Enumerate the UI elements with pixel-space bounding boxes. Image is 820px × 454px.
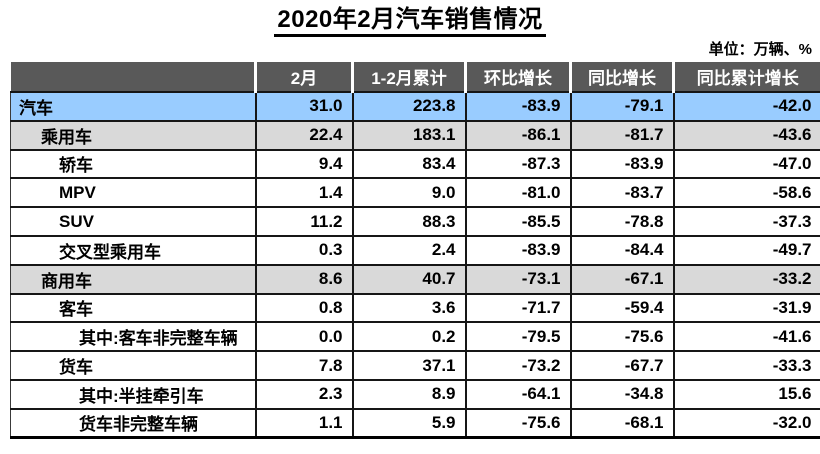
value-cell: -42.0: [674, 92, 820, 121]
value-cell: -83.7: [571, 178, 674, 207]
value-cell: -73.1: [466, 265, 571, 294]
value-cell: -43.6: [674, 121, 820, 150]
value-cell: -41.6: [674, 322, 820, 351]
value-cell: 1.4: [256, 178, 353, 207]
value-cell: 2.3: [256, 380, 353, 409]
row-label: 汽车: [11, 92, 256, 121]
row-label: 商用车: [11, 265, 256, 294]
col-header: 2月: [256, 62, 353, 92]
value-cell: -67.1: [571, 265, 674, 294]
row-label: 客车: [11, 294, 256, 323]
value-cell: 0.0: [256, 322, 353, 351]
row-label: MPV: [11, 178, 256, 207]
col-header: 环比增长: [466, 62, 571, 92]
value-cell: -87.3: [466, 150, 571, 179]
value-cell: 1.1: [256, 409, 353, 438]
value-cell: 223.8: [353, 92, 466, 121]
value-cell: 8.6: [256, 265, 353, 294]
value-cell: -67.7: [571, 351, 674, 380]
row-label: 货车非完整车辆: [11, 409, 256, 438]
col-header: 同比增长: [571, 62, 674, 92]
value-cell: 7.8: [256, 351, 353, 380]
row-label: 交叉型乘用车: [11, 236, 256, 265]
value-cell: -47.0: [674, 150, 820, 179]
value-cell: -64.1: [466, 380, 571, 409]
row-label: 其中:半挂牵引车: [11, 380, 256, 409]
value-cell: -85.5: [466, 207, 571, 236]
row-label: 乘用车: [11, 121, 256, 150]
value-cell: 2.4: [353, 236, 466, 265]
value-cell: -59.4: [571, 294, 674, 323]
value-cell: 83.4: [353, 150, 466, 179]
value-cell: -81.0: [466, 178, 571, 207]
value-cell: -32.0: [674, 409, 820, 438]
value-cell: -49.7: [674, 236, 820, 265]
value-cell: -78.8: [571, 207, 674, 236]
value-cell: 5.9: [353, 409, 466, 438]
value-cell: -33.2: [674, 265, 820, 294]
value-cell: 0.8: [256, 294, 353, 323]
value-cell: 11.2: [256, 207, 353, 236]
value-cell: -75.6: [466, 409, 571, 438]
value-cell: 8.9: [353, 380, 466, 409]
value-cell: -83.9: [571, 150, 674, 179]
value-cell: 40.7: [353, 265, 466, 294]
value-cell: -79.1: [571, 92, 674, 121]
value-cell: -79.5: [466, 322, 571, 351]
value-cell: 37.1: [353, 351, 466, 380]
value-cell: -37.3: [674, 207, 820, 236]
value-cell: -58.6: [674, 178, 820, 207]
value-cell: 0.2: [353, 322, 466, 351]
value-cell: -83.9: [466, 92, 571, 121]
value-cell: -81.7: [571, 121, 674, 150]
value-cell: -71.7: [466, 294, 571, 323]
row-label: 其中:客车非完整车辆: [11, 322, 256, 351]
row-label: SUV: [11, 207, 256, 236]
page-title: 2020年2月汽车销售情况: [274, 6, 545, 37]
row-label: 货车: [11, 351, 256, 380]
unit-note: 单位：万辆、%: [0, 41, 812, 59]
value-cell: 3.6: [353, 294, 466, 323]
value-cell: 183.1: [353, 121, 466, 150]
value-cell: 22.4: [256, 121, 353, 150]
value-cell: -84.4: [571, 236, 674, 265]
col-header: 1-2月累计: [353, 62, 466, 92]
value-cell: -73.2: [466, 351, 571, 380]
value-cell: 31.0: [256, 92, 353, 121]
value-cell: -33.3: [674, 351, 820, 380]
value-cell: 88.3: [353, 207, 466, 236]
col-header-category: [11, 62, 256, 92]
value-cell: -83.9: [466, 236, 571, 265]
value-cell: -75.6: [571, 322, 674, 351]
value-cell: -34.8: [571, 380, 674, 409]
title-bar: 2020年2月汽车销售情况: [0, 6, 820, 37]
value-cell: 9.4: [256, 150, 353, 179]
row-label: 轿车: [11, 150, 256, 179]
value-cell: -68.1: [571, 409, 674, 438]
value-cell: -86.1: [466, 121, 571, 150]
col-header: 同比累计增长: [674, 62, 820, 92]
value-cell: 9.0: [353, 178, 466, 207]
value-cell: -31.9: [674, 294, 820, 323]
value-cell: 0.3: [256, 236, 353, 265]
value-cell: 15.6: [674, 380, 820, 409]
